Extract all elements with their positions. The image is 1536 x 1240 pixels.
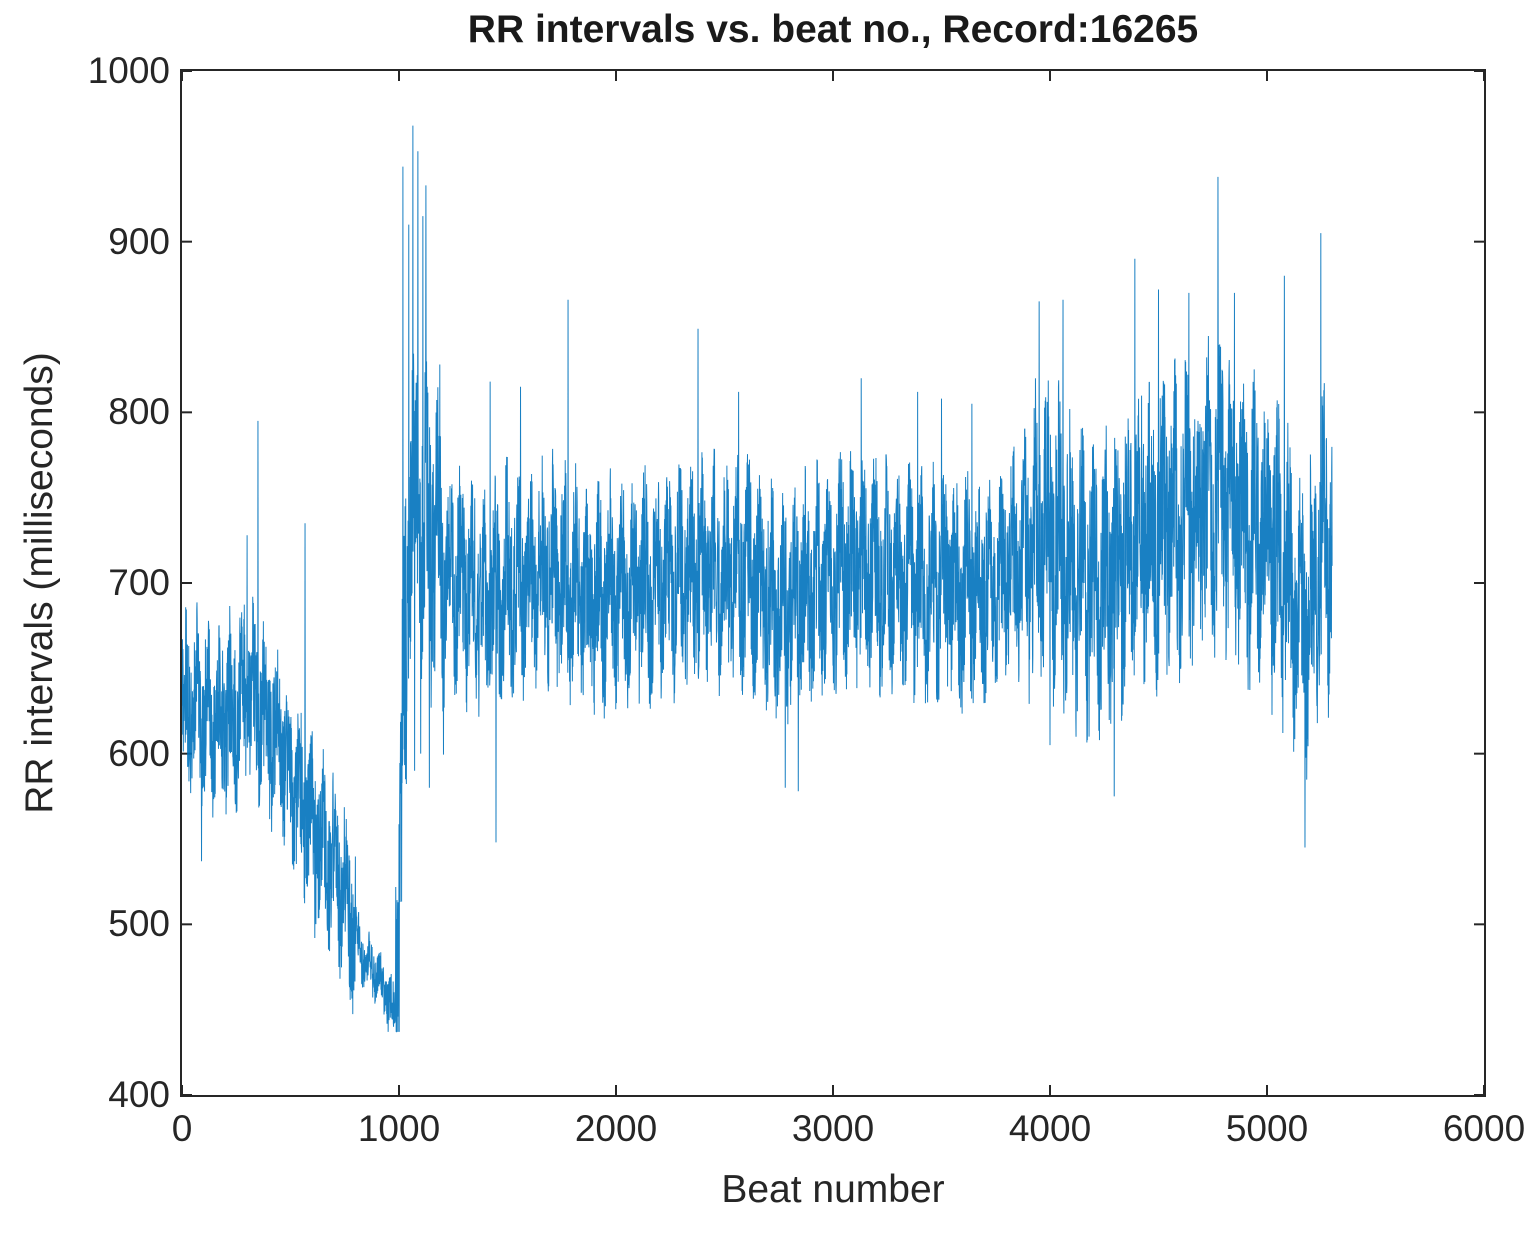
y-tick-label: 900 [108, 220, 170, 262]
y-tick-label: 600 [108, 732, 170, 774]
x-tick-label: 1000 [357, 1108, 441, 1149]
x-tick-label: 2000 [574, 1108, 658, 1149]
y-axis-label: RR intervals (milliseconds) [18, 352, 61, 814]
x-tick-label: 0 [171, 1108, 193, 1149]
x-tick-label: 5000 [1225, 1108, 1309, 1149]
y-tick-label: 700 [108, 562, 170, 603]
x-tick-label: 4000 [1008, 1108, 1092, 1149]
y-tick-label: 500 [108, 903, 170, 945]
x-axis-label: Beat number [721, 1168, 945, 1211]
y-tick-label: 1000 [87, 50, 170, 91]
rr-interval-line-plot [182, 71, 1484, 1095]
x-tick-label: 3000 [791, 1108, 875, 1149]
x-tick-label: 6000 [1442, 1108, 1526, 1149]
y-tick-label: 800 [108, 391, 170, 433]
plot-title: RR intervals vs. beat no., Record:16265 [467, 8, 1199, 51]
y-tick-label: 400 [108, 1074, 170, 1115]
